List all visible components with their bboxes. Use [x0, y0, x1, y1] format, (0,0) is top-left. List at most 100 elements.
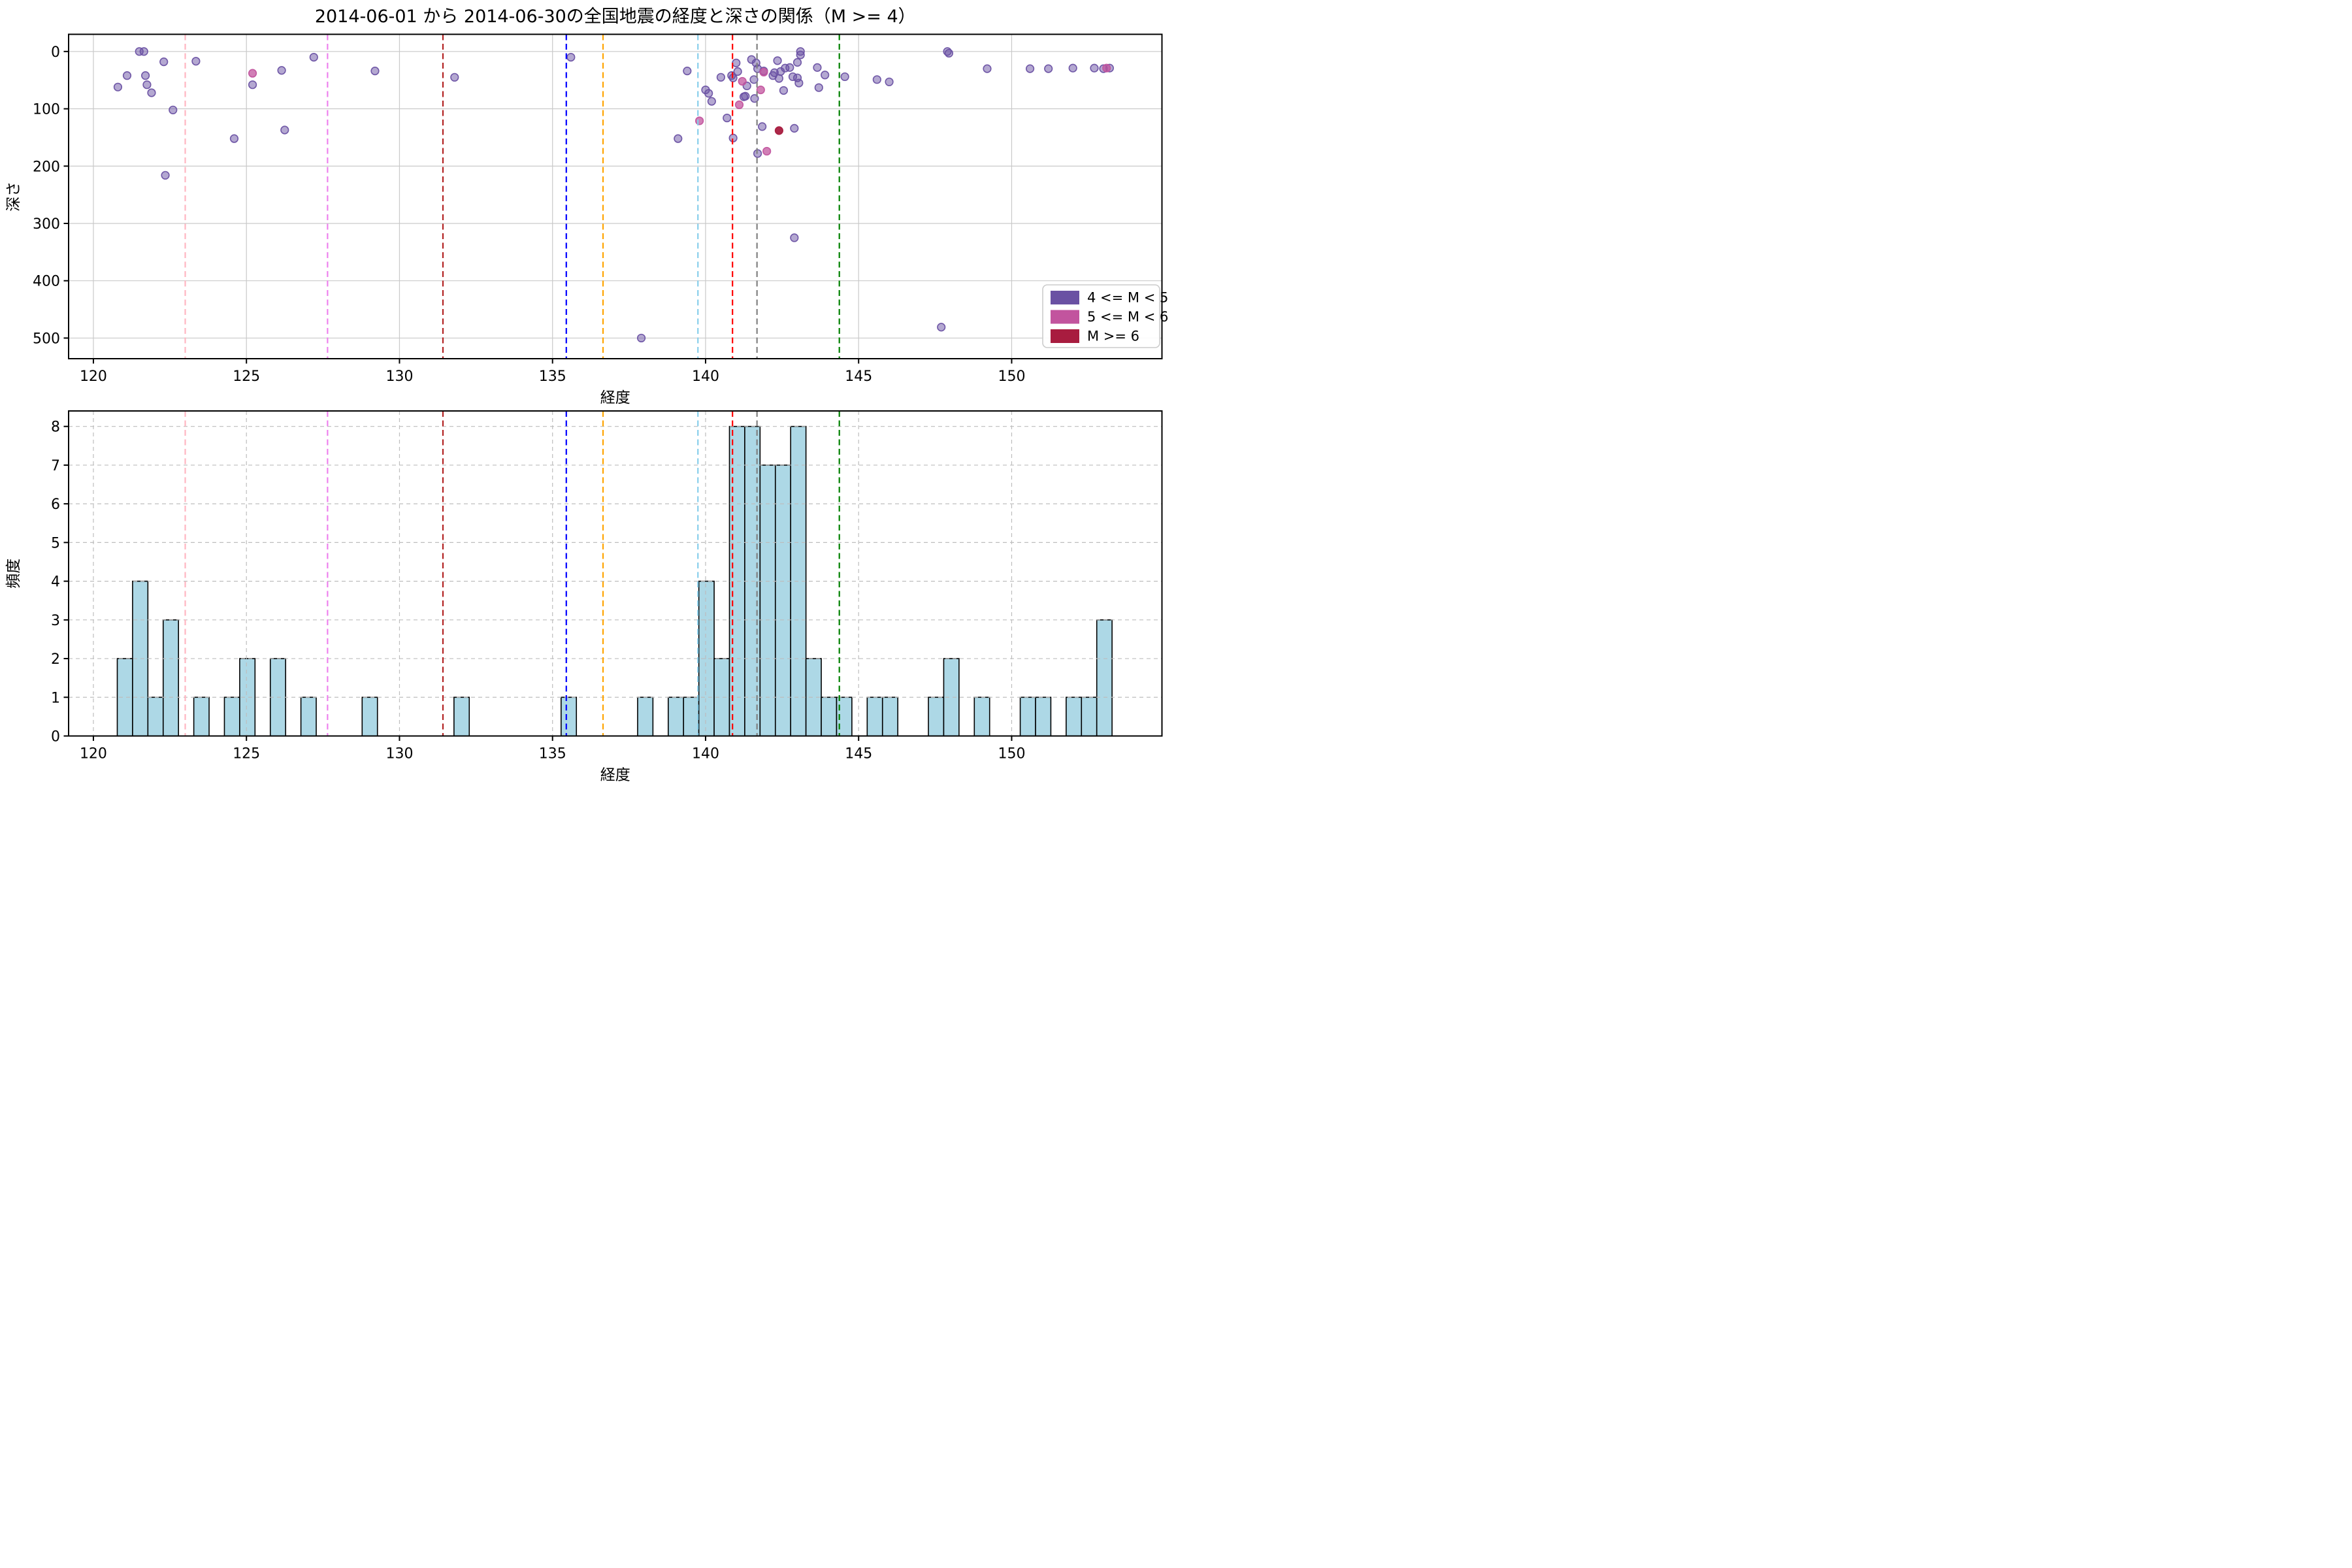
y-tick-label: 1: [51, 690, 60, 706]
histogram-bar: [1081, 696, 1098, 737]
data-point: [122, 71, 132, 80]
histogram-bar: [361, 696, 378, 737]
data-point: [1044, 64, 1053, 73]
data-point: [885, 77, 894, 86]
earthquake-longitude-depth-charts: 120 125 130 135 140 145 1500100200300400500経度深…: [5, 7, 1168, 784]
data-point: [756, 85, 765, 95]
x-tick-label: 145: [845, 746, 872, 762]
data-point: [732, 58, 741, 67]
y-tick-label: 0: [51, 729, 60, 745]
data-point: [759, 67, 768, 76]
histogram-bar: [223, 696, 240, 737]
histogram-bar: [1066, 696, 1083, 737]
histogram-bar: [1019, 696, 1036, 737]
data-point: [140, 71, 150, 80]
data-point: [1090, 63, 1099, 73]
data-point: [674, 134, 683, 143]
data-point: [741, 91, 750, 101]
data-point: [566, 52, 576, 62]
data-point: [790, 233, 799, 242]
data-point: [794, 78, 804, 88]
chart-title: 2014-06-01 から 2014-06-30の全国地震の経度と深さの関係（M…: [315, 7, 916, 27]
y-tick-label: 0: [51, 44, 60, 61]
data-point: [113, 82, 123, 91]
x-tick-label: 130: [385, 368, 413, 385]
x-axis: 120 125 130 135 140 145 150: [80, 736, 1025, 762]
data-point: [944, 48, 954, 58]
data-point: [723, 113, 732, 123]
reference-lines: [184, 34, 840, 359]
y-tick-label: 4: [51, 574, 60, 591]
x-tick-label: 120: [80, 746, 107, 762]
histogram-bar: [683, 696, 700, 737]
data-point: [983, 64, 992, 73]
data-point: [139, 47, 148, 56]
y-tick-label: 300: [33, 216, 60, 233]
data-point: [821, 71, 830, 80]
legend-swatch-m6: [1051, 329, 1079, 343]
data-point: [1102, 63, 1111, 73]
histogram-bar: [162, 619, 179, 737]
data-point: [840, 72, 849, 82]
data-point: [370, 67, 380, 76]
histogram-plot: 120 125 130 135 140 145 150 0 1 2 3 4 5 6 7 8 経度 頻度: [5, 410, 1163, 784]
histogram-bar: [928, 696, 945, 737]
x-tick-label: 135: [539, 746, 566, 762]
gridlines: [69, 34, 1162, 359]
legend-label-m5: 5 <= M < 6: [1087, 309, 1168, 325]
x-tick-label: 125: [233, 746, 260, 762]
scatter-series-m4: [113, 47, 1114, 343]
histogram-bar: [774, 465, 792, 737]
data-point: [796, 50, 805, 59]
data-point: [738, 76, 747, 86]
data-point: [191, 57, 201, 66]
y-axis-label: 深さ: [5, 182, 22, 212]
data-point: [142, 80, 152, 90]
data-point: [1068, 63, 1077, 73]
x-tick-label: 150: [998, 368, 1025, 385]
data-point: [229, 134, 239, 143]
figure: 120 125 130 135 140 145 150 0 100 200 300 400 500 経度深…: [0, 0, 1176, 784]
x-tick-label: 125: [233, 368, 260, 385]
histogram-bar: [668, 696, 685, 737]
data-point: [734, 100, 744, 109]
scatter-series-m6: [774, 126, 784, 135]
data-point: [813, 63, 822, 72]
histogram-bar: [561, 696, 578, 737]
data-point: [169, 105, 178, 114]
y-tick-label: 2: [51, 651, 60, 668]
y-tick-label: 100: [33, 102, 60, 118]
histogram-bar: [637, 696, 654, 737]
legend-label-m6: M >= 6: [1087, 329, 1139, 344]
x-tick-label: 150: [998, 746, 1025, 762]
histogram-bar: [453, 696, 470, 737]
y-axis: 0 100 200 300 400 500: [33, 44, 69, 347]
data-point: [280, 125, 289, 135]
x-axis-label: 経度: [600, 389, 630, 406]
scatter-plot: 120 125 130 135 140 145 150 0 100 200 300 400 500 経度 深…: [5, 33, 1168, 406]
gridlines: [69, 411, 1162, 737]
legend-swatch-m4: [1051, 291, 1079, 304]
histogram-bar: [881, 696, 898, 737]
x-tick-label: 135: [539, 368, 566, 385]
x-tick-label: 130: [385, 746, 413, 762]
data-point: [790, 123, 799, 133]
y-tick-label: 400: [33, 274, 60, 290]
data-point: [872, 75, 881, 84]
data-point: [636, 333, 646, 343]
y-axis-label: 頻度: [5, 559, 22, 589]
histogram-bar: [821, 696, 838, 737]
data-point: [683, 67, 692, 76]
data-point: [774, 126, 784, 135]
axes-frame: [68, 33, 1163, 359]
data-point: [147, 88, 156, 97]
data-point: [277, 66, 286, 75]
data-point: [704, 89, 713, 98]
x-axis: 120 125 130 135 140 145 150: [80, 359, 1025, 385]
x-tick-label: 140: [692, 746, 719, 762]
y-tick-label: 3: [51, 613, 60, 629]
histogram-bar: [973, 696, 990, 737]
data-point: [707, 97, 716, 106]
y-tick-label: 7: [51, 458, 60, 474]
data-point: [309, 52, 318, 62]
